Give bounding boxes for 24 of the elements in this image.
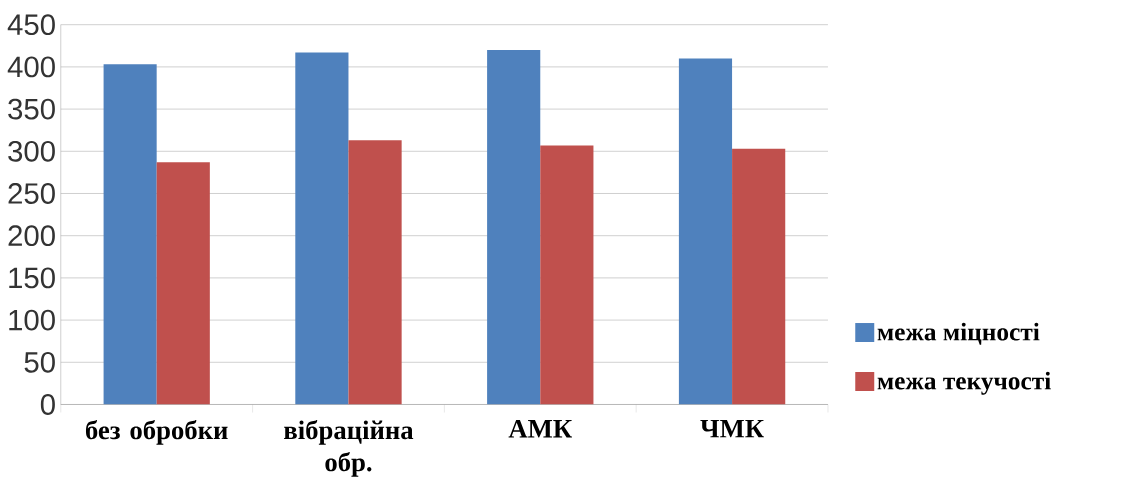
y-tick-label: 0 <box>40 394 55 415</box>
x-tick-label: ЧМК <box>700 419 764 438</box>
bar <box>540 145 594 405</box>
bar <box>295 52 349 405</box>
x-tick-label: без обробки <box>85 419 228 445</box>
legend-label: межа текучості <box>877 371 1051 395</box>
y-tick-label: 100 <box>9 309 55 331</box>
y-tick-label: 350 <box>8 98 55 120</box>
y-tick-label: 450 <box>7 14 55 36</box>
y-tick-label: 250 <box>8 183 55 204</box>
bar <box>732 148 786 405</box>
y-tick-label: 150 <box>9 267 55 289</box>
bar <box>678 58 733 405</box>
x-tick-label: вібраційна обр. <box>284 419 414 477</box>
y-tick-label: 200 <box>8 225 55 247</box>
bar <box>487 50 541 405</box>
x-tick-label: АМК <box>508 419 572 438</box>
bar <box>103 64 157 405</box>
y-tick-label: 50 <box>24 351 55 373</box>
bar <box>348 140 402 405</box>
bar <box>156 162 210 405</box>
y-tick-label: 400 <box>7 56 55 78</box>
legend-label: межа міцності <box>877 322 1040 345</box>
y-tick-label: 300 <box>8 140 55 162</box>
